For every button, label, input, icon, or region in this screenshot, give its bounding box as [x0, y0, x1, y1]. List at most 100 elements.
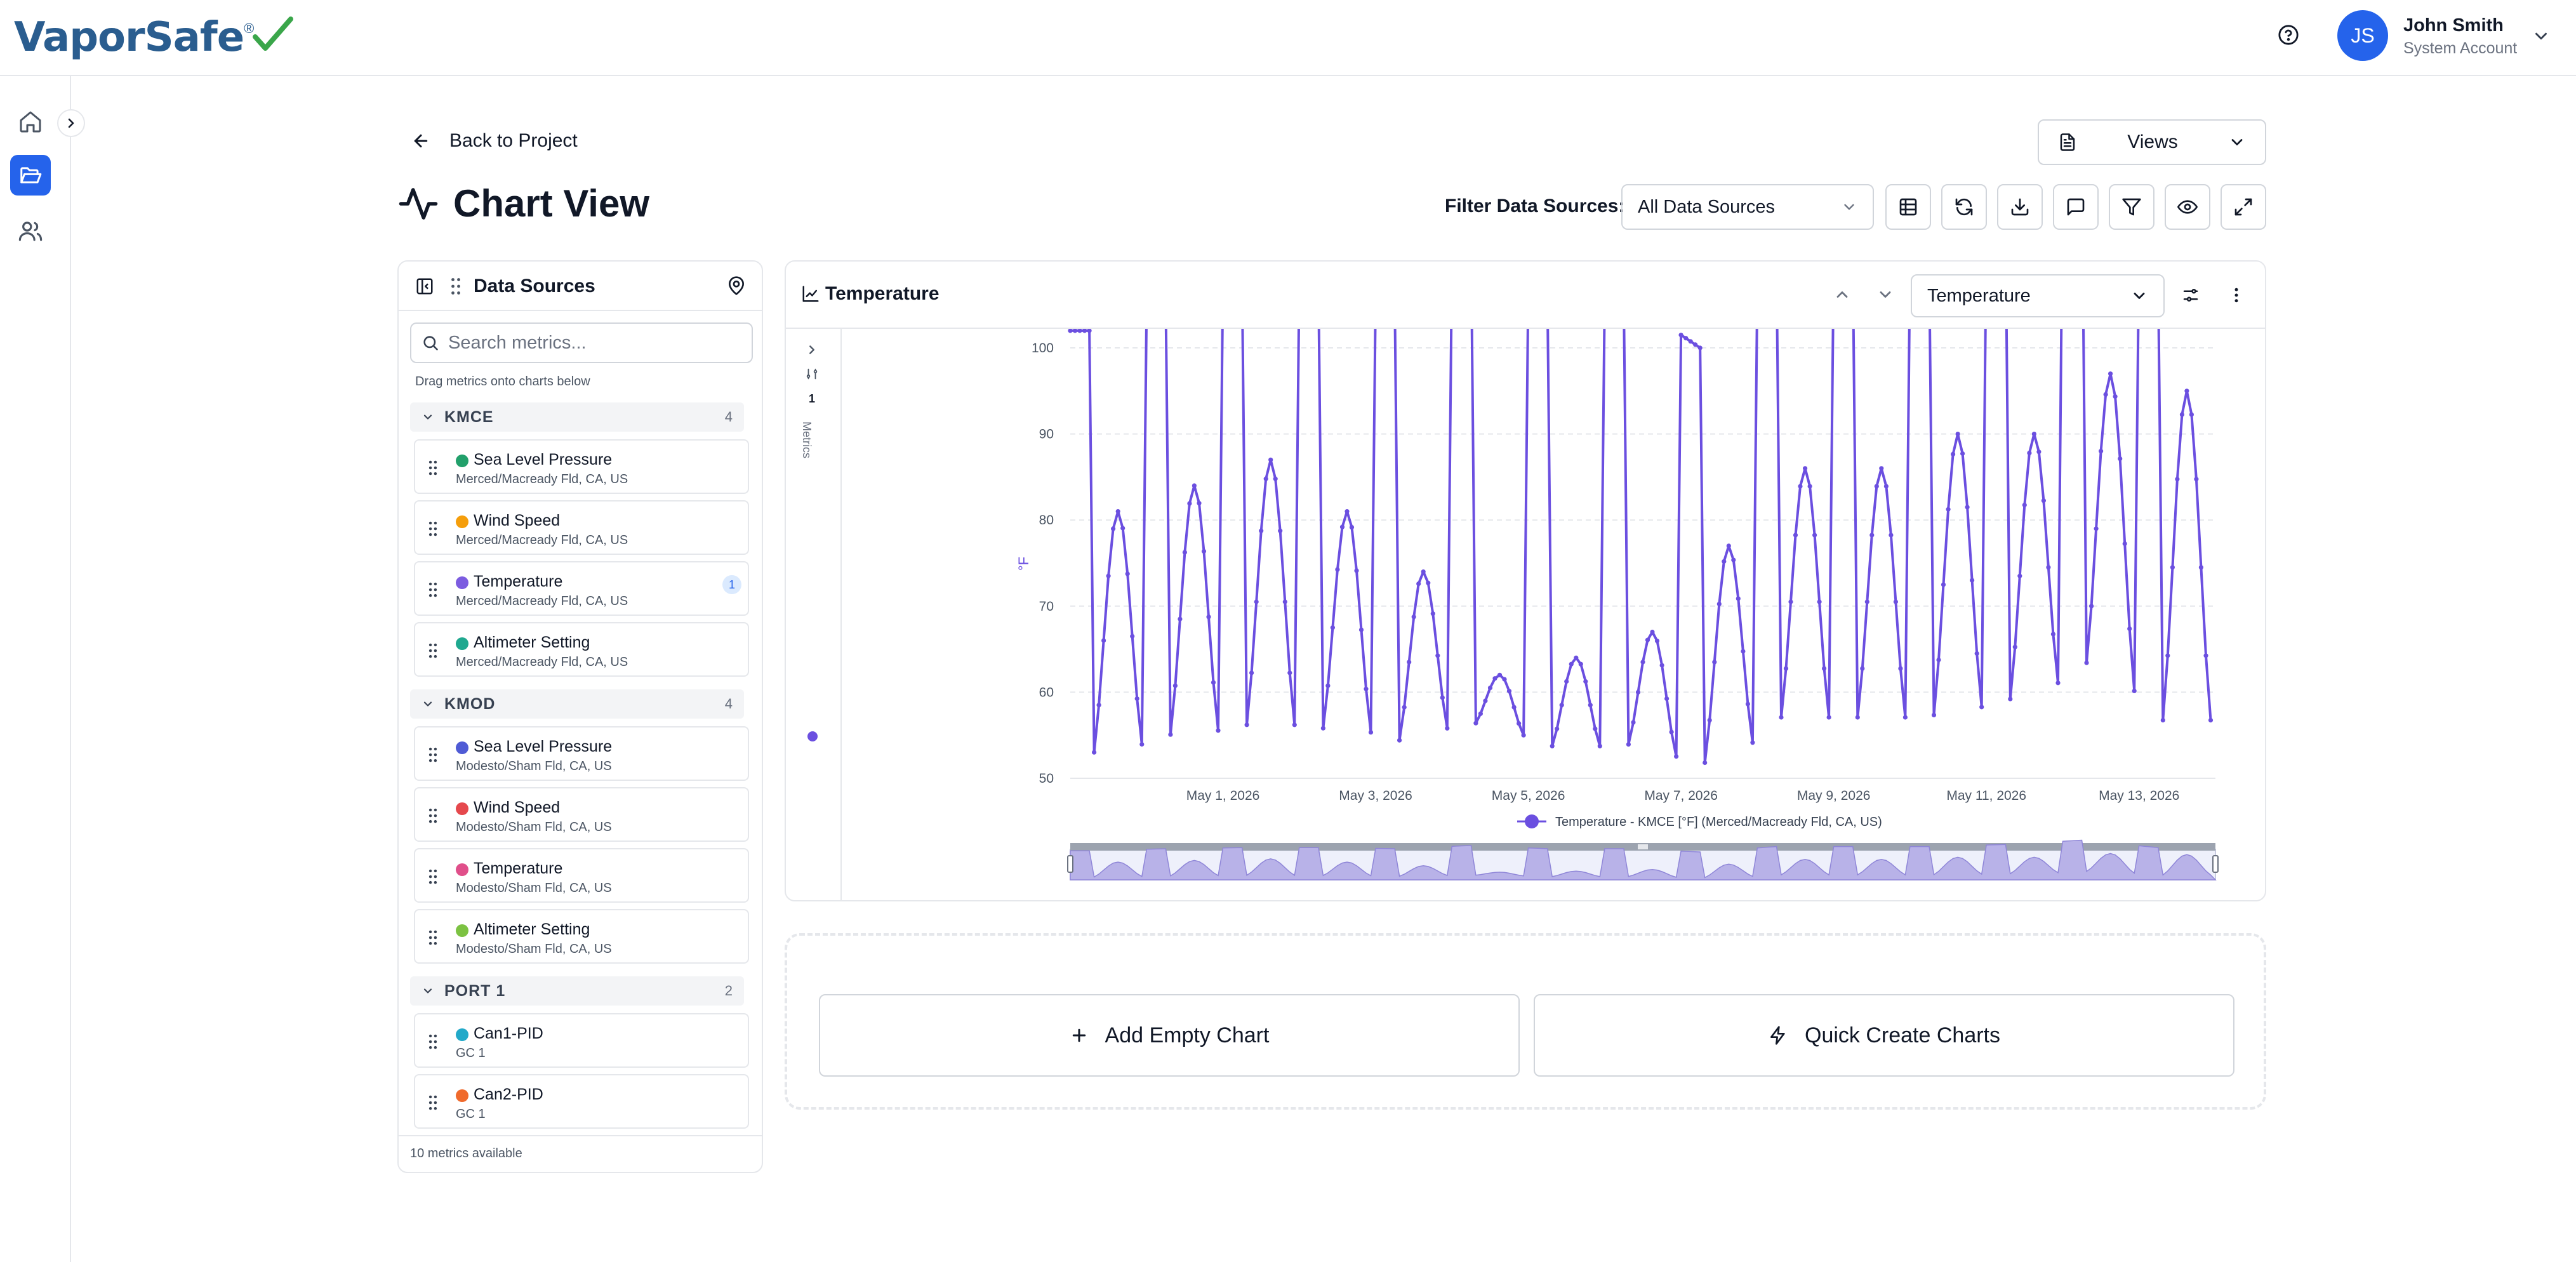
metric-chart-count-badge: 1: [722, 575, 741, 594]
expand-sidebar-button[interactable]: [57, 109, 85, 137]
filter-button[interactable]: [2109, 184, 2154, 230]
drag-handle-icon[interactable]: [428, 460, 438, 479]
refresh-button[interactable]: [1941, 184, 1987, 230]
views-dropdown[interactable]: Views: [2038, 119, 2266, 165]
drag-handle-icon[interactable]: [428, 868, 438, 888]
drag-handle-icon[interactable]: [428, 521, 438, 540]
sliders-icon[interactable]: [2181, 286, 2200, 305]
nav-projects-button[interactable]: [10, 155, 51, 196]
line-chart-icon: [802, 286, 819, 302]
metric-item[interactable]: Can1-PID GC 1: [414, 1013, 749, 1068]
data-point: [2046, 565, 2051, 570]
metric-item[interactable]: Can2-PID GC 1: [414, 1074, 749, 1129]
metric-item[interactable]: Wind Speed Merced/Macready Fld, CA, US: [414, 500, 749, 555]
metric-item[interactable]: Altimeter Setting Merced/Macready Fld, CA…: [414, 622, 749, 677]
data-point: [2113, 394, 2118, 399]
data-point: [2184, 389, 2189, 394]
metric-color-dot: [456, 515, 468, 528]
data-point: [1941, 582, 1946, 587]
drag-handle-icon[interactable]: [448, 277, 463, 296]
data-point: [1731, 557, 1736, 562]
metric-item[interactable]: Temperature Modesto/Sham Fld, CA, US: [414, 848, 749, 903]
metric-group-header[interactable]: KMCE 4: [410, 402, 744, 432]
comments-button[interactable]: [2053, 184, 2099, 230]
metric-color-dot: [456, 741, 468, 754]
data-point: [1879, 466, 1884, 471]
nav-users-button[interactable]: [10, 211, 51, 251]
nav-home-button[interactable]: [10, 102, 51, 142]
logo-wordmark: VaporSafe: [14, 14, 244, 61]
collapse-panel-icon[interactable]: [415, 277, 434, 296]
document-icon: [2060, 133, 2075, 151]
download-button[interactable]: [1997, 184, 2043, 230]
quick-create-charts-button[interactable]: Quick Create Charts: [1534, 994, 2234, 1077]
metric-item[interactable]: Sea Level Pressure Merced/Macready Fld, C…: [414, 439, 749, 494]
visibility-button[interactable]: [2165, 184, 2210, 230]
filter-data-sources-select[interactable]: All Data Sources: [1621, 184, 1874, 230]
chart-header: Temperature Temperature: [786, 262, 2265, 329]
series-line-layer: [1068, 329, 2214, 766]
more-vertical-icon[interactable]: [2227, 286, 2246, 305]
views-label: Views: [2127, 131, 2178, 152]
data-point: [2165, 653, 2170, 658]
metric-group-header[interactable]: PORT 1 2: [410, 976, 744, 1006]
back-to-project-link[interactable]: Back to Project: [411, 127, 578, 155]
metric-item[interactable]: Altimeter Setting Modesto/Sham Fld, CA, U…: [414, 909, 749, 964]
settings-sliders-icon[interactable]: [805, 366, 819, 382]
chart-legend[interactable]: Temperature - KMCE [°F] (Merced/Macready…: [1517, 814, 1882, 829]
metric-group-header[interactable]: KMOD 4: [410, 689, 744, 719]
drag-handle-icon[interactable]: [428, 929, 438, 949]
chevron-down-icon: [423, 988, 432, 993]
metric-item[interactable]: Sea Level Pressure Modesto/Sham Fld, CA, …: [414, 726, 749, 781]
data-point: [1263, 476, 1268, 481]
drag-handle-icon[interactable]: [428, 747, 438, 766]
data-point: [1349, 525, 1355, 530]
fullscreen-button[interactable]: [2221, 184, 2266, 230]
metric-search-input[interactable]: [448, 332, 740, 354]
add-chart-dropzone[interactable]: Add Empty Chart Quick Create Charts: [785, 933, 2266, 1110]
drag-handle-icon[interactable]: [428, 1033, 438, 1053]
data-point: [2084, 660, 2089, 665]
chevron-down-icon[interactable]: [1876, 286, 1894, 303]
metric-item[interactable]: Wind Speed Modesto/Sham Fld, CA, US: [414, 787, 749, 842]
arrow-left-icon: [414, 134, 428, 148]
drag-handle-icon[interactable]: [428, 1094, 438, 1114]
chevron-down-icon: [2231, 139, 2243, 145]
avatar[interactable]: JS: [2337, 10, 2388, 61]
drag-handle-icon[interactable]: [428, 642, 438, 662]
x-tick-label: May 11, 2026: [1946, 788, 2026, 803]
checkmark-icon: [253, 17, 294, 51]
navigator-handle-right: [2212, 855, 2219, 873]
range-navigator[interactable]: [1067, 839, 2219, 880]
drag-handle-icon[interactable]: [428, 807, 438, 827]
data-point: [1115, 509, 1120, 514]
metric-search[interactable]: [410, 322, 753, 363]
data-point: [1517, 721, 1522, 726]
add-empty-chart-button[interactable]: Add Empty Chart: [819, 994, 1520, 1077]
table-view-button[interactable]: [1885, 184, 1931, 230]
drag-handle-icon[interactable]: [428, 581, 438, 601]
chevron-right-icon[interactable]: [805, 343, 819, 357]
data-point: [2118, 456, 2123, 462]
data-point: [2089, 604, 2094, 609]
chevron-up-icon[interactable]: [1833, 286, 1851, 303]
data-point: [1282, 599, 1287, 604]
map-pin-icon[interactable]: [726, 276, 747, 296]
help-circle-icon[interactable]: [2278, 24, 2299, 46]
chart-title: Temperature: [825, 283, 939, 304]
chevron-down-icon[interactable]: [2532, 27, 2551, 46]
chart-metric-select-value: Temperature: [1927, 285, 2031, 306]
chart-metric-select[interactable]: Temperature: [1911, 274, 2165, 317]
logo[interactable]: VaporSafe ®: [14, 9, 294, 66]
data-point: [1583, 679, 1588, 684]
y-axis-label: °F: [1016, 557, 1032, 571]
data-point: [2055, 681, 2061, 686]
data-point: [1421, 569, 1426, 575]
data-point: [1483, 698, 1488, 703]
data-point: [1430, 611, 1435, 616]
navigator-grip: [1638, 844, 1648, 849]
data-point: [1335, 567, 1340, 572]
data-point: [1688, 339, 1693, 344]
metric-item[interactable]: Temperature Merced/Macready Fld, CA, US 1: [414, 561, 749, 616]
